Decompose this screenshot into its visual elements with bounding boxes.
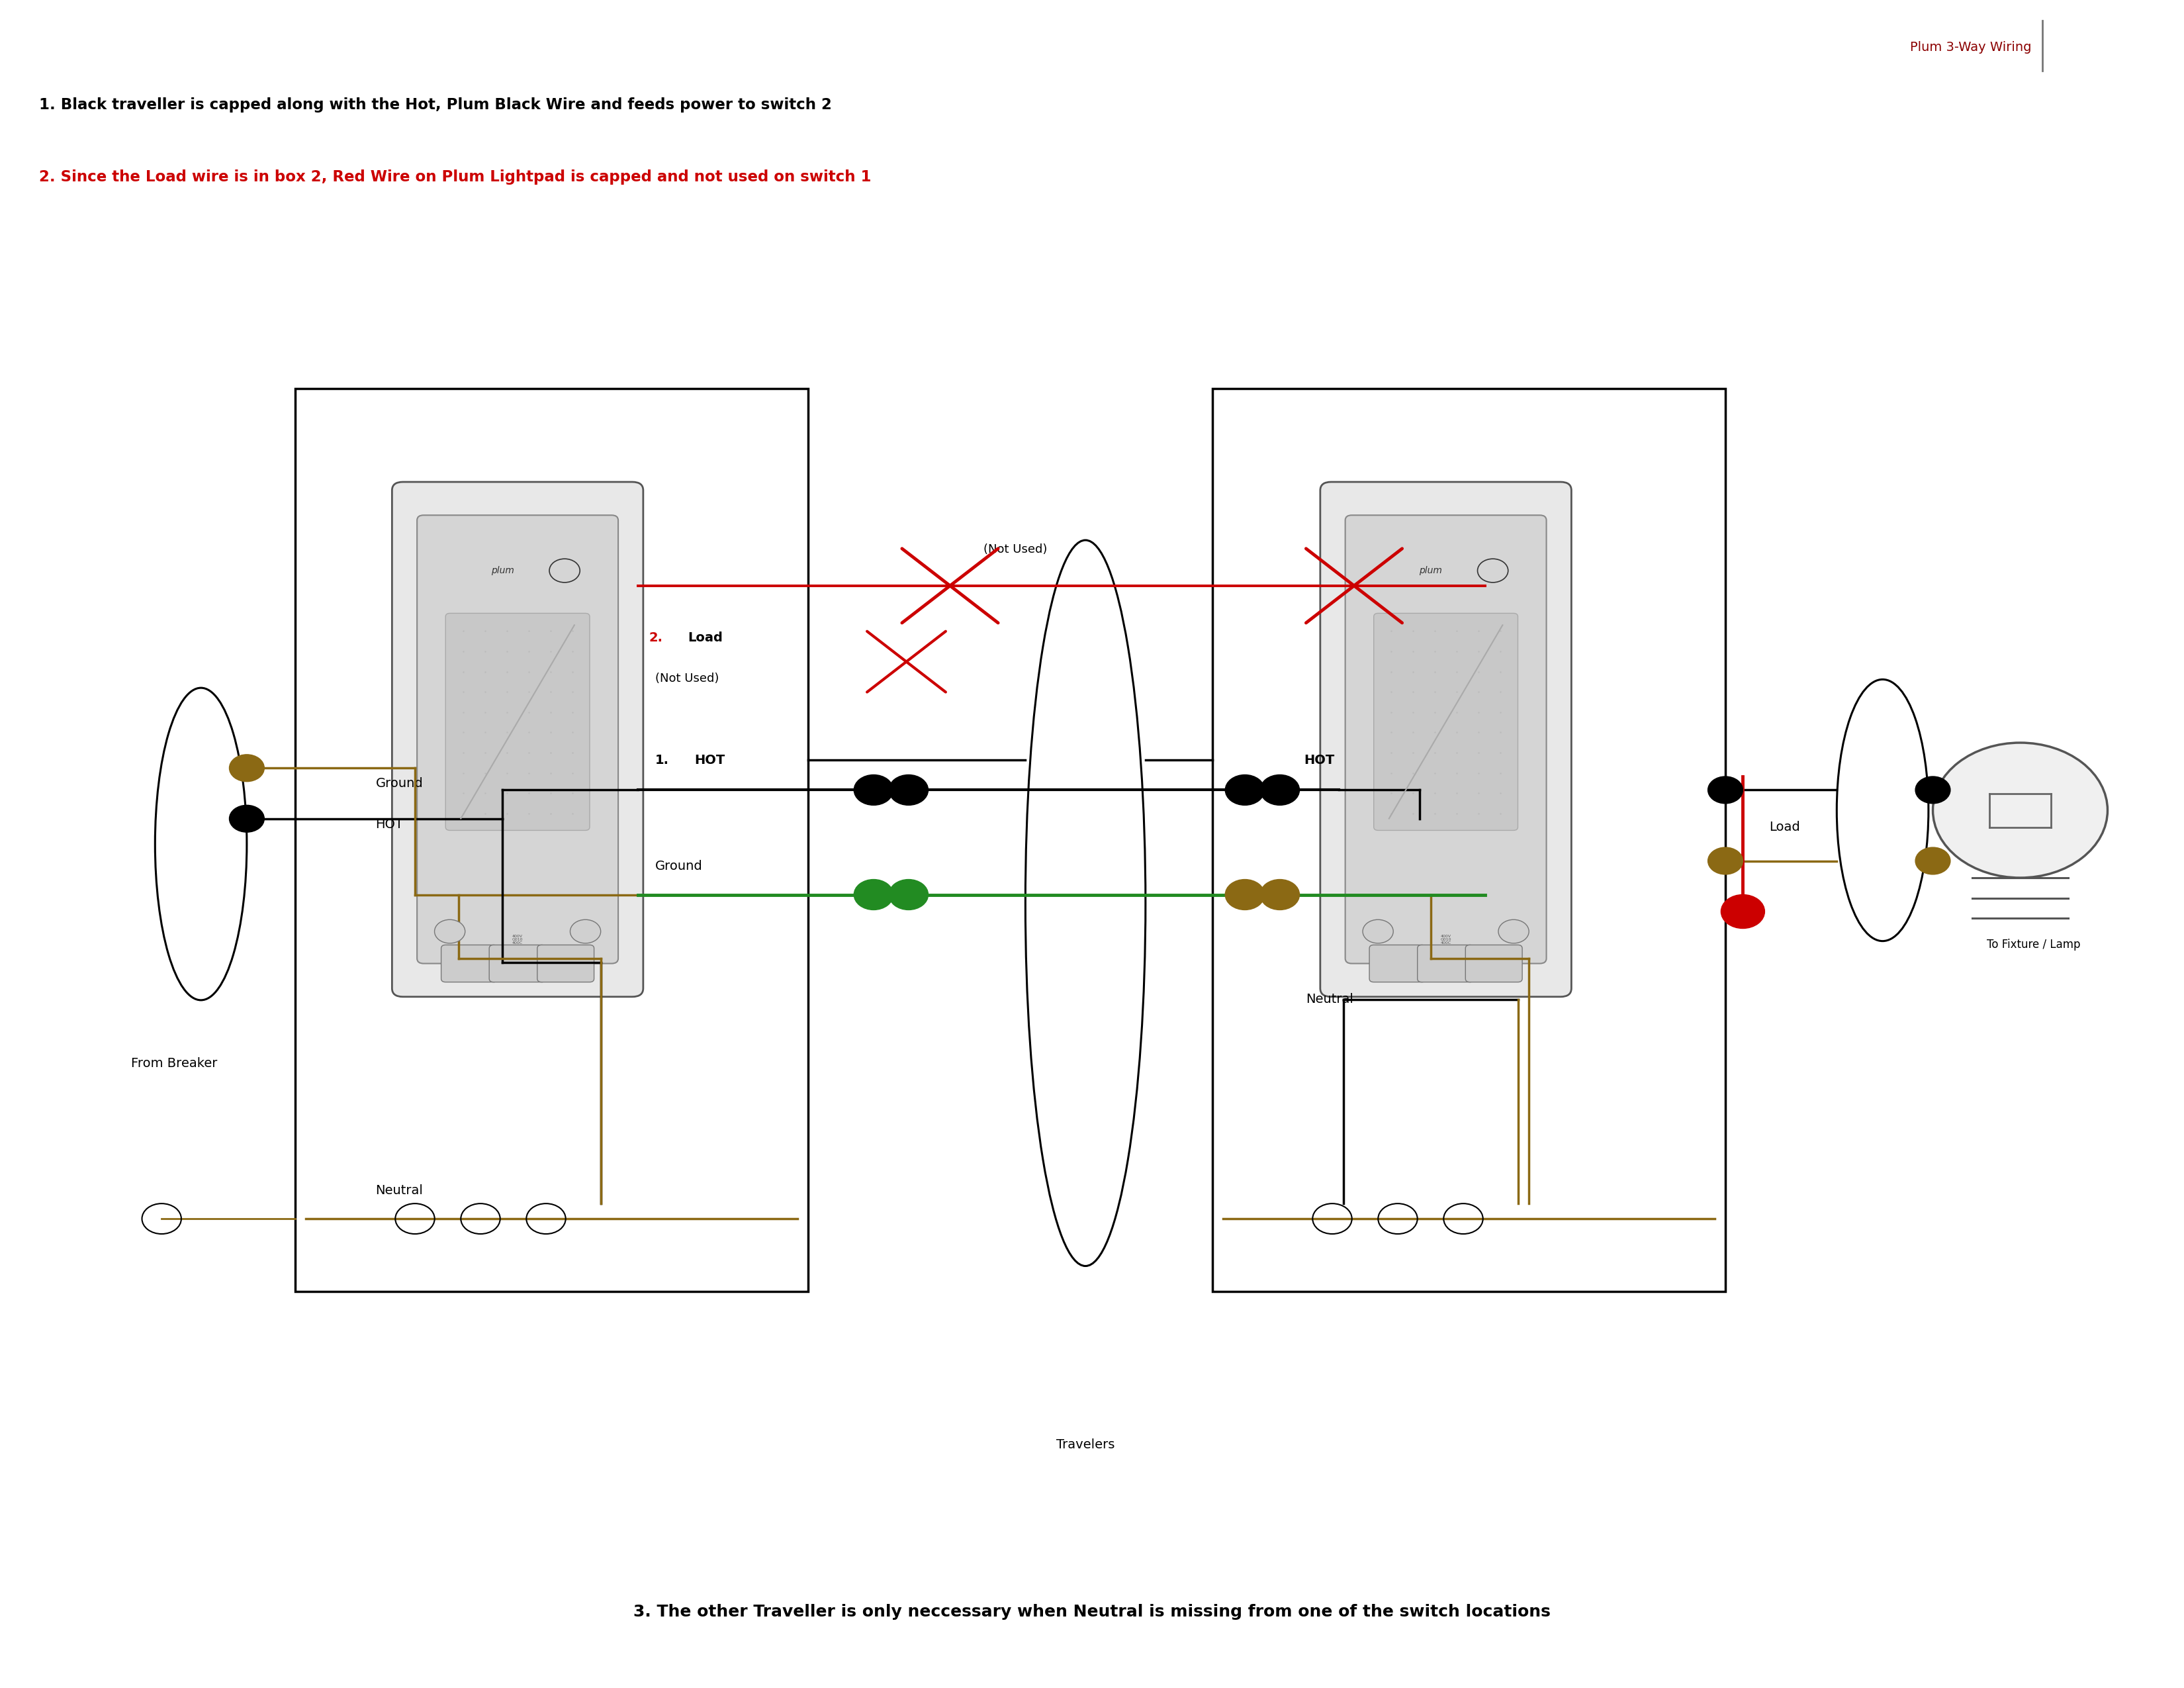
- Circle shape: [570, 920, 601, 944]
- Text: 400V
G010
400C: 400V G010 400C: [1441, 935, 1450, 945]
- FancyBboxPatch shape: [1417, 945, 1474, 982]
- Circle shape: [229, 805, 264, 832]
- Circle shape: [1708, 776, 1743, 803]
- FancyBboxPatch shape: [537, 945, 594, 982]
- Circle shape: [1933, 743, 2108, 878]
- Circle shape: [1225, 879, 1265, 910]
- Text: 3. The other Traveller is only neccessary when Neutral is missing from one of th: 3. The other Traveller is only neccessar…: [633, 1604, 1551, 1620]
- Text: 1.: 1.: [655, 755, 668, 766]
- Text: HOT: HOT: [376, 819, 404, 830]
- Text: plum: plum: [491, 565, 513, 576]
- Text: Neutral: Neutral: [1306, 993, 1354, 1006]
- Text: plum: plum: [1420, 565, 1441, 576]
- Bar: [1212, 388, 1725, 1291]
- Text: Load: Load: [1769, 820, 1800, 834]
- Circle shape: [854, 775, 893, 805]
- Text: 2. Since the Load wire is in box 2, Red Wire on Plum Lightpad is capped and not : 2. Since the Load wire is in box 2, Red …: [39, 169, 871, 186]
- Circle shape: [1915, 847, 1950, 874]
- Circle shape: [1363, 920, 1393, 944]
- FancyBboxPatch shape: [441, 945, 498, 982]
- FancyBboxPatch shape: [446, 613, 590, 830]
- Bar: [295, 388, 808, 1291]
- Circle shape: [435, 920, 465, 944]
- FancyBboxPatch shape: [1369, 945, 1426, 982]
- Circle shape: [1260, 775, 1299, 805]
- Text: From Breaker: From Breaker: [131, 1057, 218, 1070]
- Text: HOT: HOT: [1304, 755, 1334, 766]
- FancyBboxPatch shape: [393, 481, 642, 996]
- Text: Travelers: Travelers: [1057, 1438, 1114, 1450]
- FancyBboxPatch shape: [1465, 945, 1522, 982]
- Text: Plum 3-Way Wiring: Plum 3-Way Wiring: [1909, 41, 2031, 54]
- Text: (Not Used): (Not Used): [983, 544, 1048, 555]
- FancyBboxPatch shape: [1319, 481, 1570, 996]
- Text: HOT: HOT: [695, 755, 725, 766]
- FancyBboxPatch shape: [1374, 613, 1518, 830]
- Circle shape: [889, 775, 928, 805]
- Circle shape: [1225, 775, 1265, 805]
- Text: 400V
G010
400C: 400V G010 400C: [511, 935, 522, 945]
- Circle shape: [1498, 920, 1529, 944]
- Circle shape: [1721, 895, 1765, 928]
- Circle shape: [854, 879, 893, 910]
- Text: Neutral: Neutral: [376, 1185, 424, 1197]
- FancyBboxPatch shape: [489, 945, 546, 982]
- Circle shape: [1260, 879, 1299, 910]
- Text: Load: Load: [688, 631, 723, 645]
- Text: To Fixture / Lamp: To Fixture / Lamp: [1987, 939, 2079, 950]
- Text: 2.: 2.: [649, 631, 662, 645]
- Text: Ground: Ground: [376, 778, 424, 790]
- Circle shape: [1708, 847, 1743, 874]
- Text: Ground: Ground: [655, 861, 703, 873]
- FancyBboxPatch shape: [417, 515, 618, 964]
- Circle shape: [889, 879, 928, 910]
- Text: (Not Used): (Not Used): [655, 672, 719, 685]
- Text: 1. Black traveller is capped along with the Hot, Plum Black Wire and feeds power: 1. Black traveller is capped along with …: [39, 96, 832, 113]
- FancyBboxPatch shape: [1345, 515, 1546, 964]
- Circle shape: [229, 755, 264, 782]
- Circle shape: [1915, 776, 1950, 803]
